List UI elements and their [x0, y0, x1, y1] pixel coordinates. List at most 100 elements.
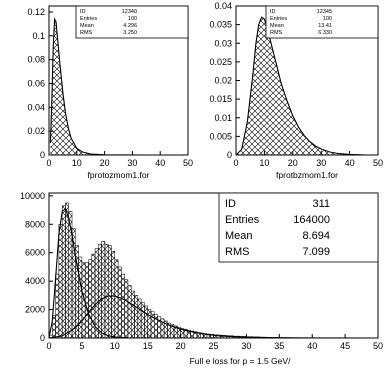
- x-tick-label: 15: [143, 341, 153, 351]
- histogram-bar: [94, 248, 99, 339]
- histogram-bar: [144, 305, 148, 339]
- stats-box: ID 12340 Entries 100 Mean 4.296 RMS 3.25…: [75, 5, 189, 39]
- x-axis: 0 5 10 15 20 25 30 35 40 45 50: [46, 334, 383, 351]
- distribution-area: [236, 17, 378, 156]
- y-tick-label: 10000: [20, 191, 45, 201]
- stats-value-rms: 6.330: [318, 30, 332, 36]
- stats-value-id: 311: [312, 198, 330, 210]
- x-tick-label: 30: [316, 158, 326, 168]
- x-tick-label: 50: [373, 158, 383, 168]
- x-axis: 0 10 20 30 40 50: [233, 151, 383, 168]
- y-tick-label: 6000: [25, 248, 45, 258]
- histogram-bar: [55, 273, 60, 339]
- histogram-bar: [111, 251, 116, 339]
- x-axis: 0 10 20 30 40 50: [46, 151, 193, 168]
- stats-value-mean: 13.41: [318, 23, 332, 29]
- y-axis: 0 0.005 0.01 0.015 0.02 0.025 0.03 0.035 0.04: [209, 1, 240, 160]
- panel-protbzmom: 0 10 20 30 40 50 0 0.005 0.01 0.015 0.02 0.025 0.03…: [209, 1, 383, 180]
- histogram-bar: [58, 224, 63, 339]
- histogram-bar: [121, 273, 125, 339]
- histogram-bar: [147, 309, 152, 339]
- y-tick-label: 0.12: [27, 7, 45, 17]
- x-tick-label: 50: [183, 158, 193, 168]
- x-tick-label: 50: [373, 341, 383, 351]
- y-tick-label: 0.01: [214, 113, 232, 123]
- panel-protozmom: 0 10 20 30 40 50 0 0.02 0.04 0.06 0.08 0.1 0.12 ID …: [27, 5, 193, 180]
- stats-value-rms: 3.250: [123, 30, 137, 36]
- stats-label-entries: Entries: [270, 16, 287, 22]
- y-tick-label: 0.005: [209, 131, 232, 141]
- y-tick-label: 0.04: [214, 1, 232, 11]
- stats-label-id: ID: [270, 9, 276, 15]
- y-tick-label: 0.025: [209, 57, 232, 67]
- y-tick-label: 0.1: [32, 31, 45, 41]
- x-tick-label: 40: [345, 158, 355, 168]
- y-tick-label: 2000: [25, 305, 45, 315]
- stats-label-rms: RMS: [80, 30, 93, 36]
- histogram-bar: [140, 302, 145, 339]
- stats-label-entries: Entries: [225, 214, 260, 226]
- x-tick-label: 20: [100, 158, 110, 168]
- x-tick-label: 45: [340, 341, 350, 351]
- panel-title: fprotozmom1.for: [88, 170, 150, 180]
- stats-label-mean: Mean: [270, 23, 284, 29]
- histogram-bar: [131, 290, 135, 339]
- histogram-bar: [150, 311, 155, 339]
- stats-label-rms: RMS: [270, 30, 283, 36]
- y-tick-label: 0.02: [27, 126, 45, 136]
- y-tick-label: 0.04: [27, 102, 45, 112]
- panel-full-loss: 0 5 10 15 20 25 30 35 40 45 50 0 2000 4000 6000 8000 10…: [20, 191, 383, 366]
- stats-value-id: 12340: [122, 9, 137, 15]
- x-tick-label: 10: [110, 341, 120, 351]
- y-tick-label: 0.06: [27, 78, 45, 88]
- histogram-bar: [84, 262, 89, 339]
- histogram-bar: [134, 295, 139, 339]
- histogram-bar: [65, 202, 69, 339]
- histogram-bar: [117, 266, 122, 339]
- stats-label-mean: Mean: [80, 23, 94, 29]
- stats-box: ID 311 Entries 164000 Mean 8.694 RMS 7.0…: [218, 192, 379, 263]
- stats-label-entries: Entries: [80, 16, 97, 22]
- x-axis-label: Full e loss for p = 1.5 GeV/: [190, 356, 292, 366]
- y-tick-label: 8000: [25, 219, 45, 229]
- y-tick-label: 0.02: [214, 76, 232, 86]
- stats-value-id: 12345: [317, 9, 332, 15]
- stats-value-mean: 4.296: [123, 23, 137, 29]
- stats-value-rms: 7.099: [302, 246, 330, 258]
- x-tick-label: 10: [259, 158, 269, 168]
- histogram-bar: [104, 243, 109, 339]
- x-tick-label: 0: [46, 341, 51, 351]
- stats-label-id: ID: [80, 9, 86, 15]
- x-tick-label: 0: [46, 158, 51, 168]
- histogram-bar: [88, 259, 93, 339]
- x-tick-label: 35: [274, 341, 284, 351]
- stats-value-entries: 100: [323, 16, 332, 22]
- stats-label-rms: RMS: [225, 246, 249, 258]
- y-axis: 0 0.02 0.04 0.06 0.08 0.1 0.12: [27, 7, 53, 160]
- x-tick-label: 20: [288, 158, 298, 168]
- distribution-curve: [49, 17, 188, 156]
- x-tick-label: 5: [79, 341, 84, 351]
- stats-box: ID 12345 Entries 100 Mean 13.41 RMS 6.33…: [265, 5, 379, 39]
- stats-value-entries: 100: [128, 16, 137, 22]
- histogram-bar: [107, 245, 112, 339]
- panel-title: fprotbzmom1.for: [276, 170, 338, 180]
- x-tick-label: 10: [72, 158, 82, 168]
- y-tick-label: 0.08: [27, 55, 45, 65]
- x-tick-label: 25: [208, 341, 218, 351]
- y-tick-label: 4000: [25, 276, 45, 286]
- histogram-bar: [124, 279, 129, 339]
- x-tick-label: 30: [127, 158, 137, 168]
- x-tick-label: 20: [176, 341, 186, 351]
- histogram-bar: [127, 285, 132, 339]
- stats-value-mean: 8.694: [302, 230, 330, 242]
- x-tick-label: 40: [155, 158, 165, 168]
- distribution-curve: [235, 16, 379, 156]
- histogram-bar: [114, 259, 119, 339]
- stats-label-id: ID: [225, 198, 236, 210]
- fit-curve-high: [48, 295, 379, 339]
- y-tick-label: 0: [227, 150, 232, 160]
- y-tick-label: 0.015: [209, 94, 232, 104]
- y-tick-label: 0.035: [209, 20, 232, 30]
